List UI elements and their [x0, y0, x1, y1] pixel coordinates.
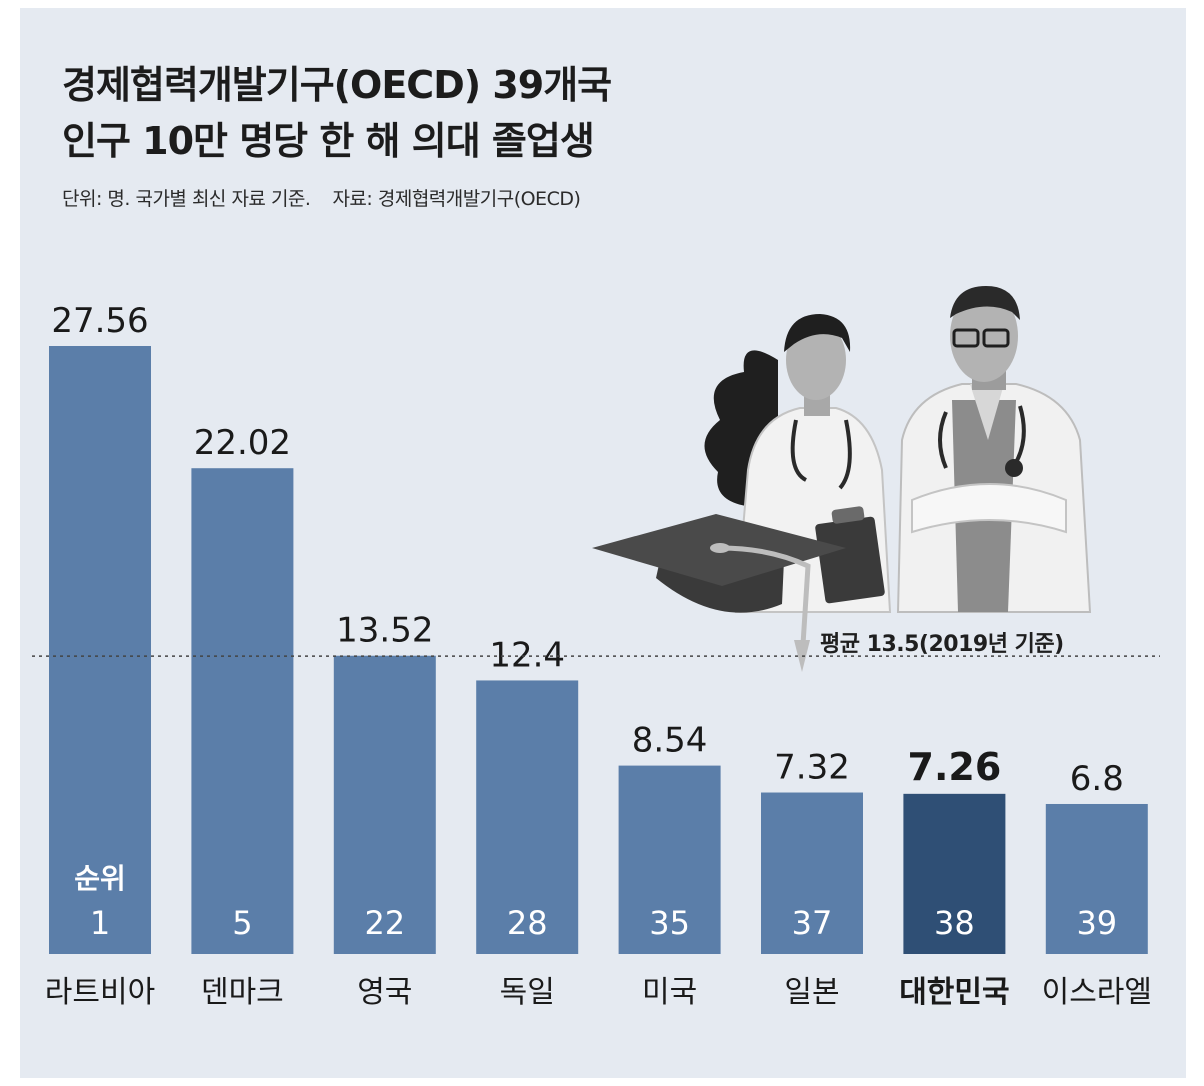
rank-label-3: 22 [364, 904, 405, 942]
rank-label-1: 1 [90, 904, 110, 942]
value-label-7: 7.26 [908, 745, 1002, 789]
title-line-1: 경제협력개발기구(OECD) 39개국 [62, 63, 612, 107]
category-label-8: 이스라엘 [1042, 975, 1152, 1010]
subtitle: 단위: 명. 국가별 최신 자료 기준. 자료: 경제협력개발기구(OECD) [62, 184, 581, 211]
rank-label-7: 38 [934, 904, 975, 942]
value-label-3: 13.52 [336, 611, 433, 651]
category-label-4: 독일 [500, 975, 555, 1010]
ranks-group: 1 5 22 28 35 37 38 39 [90, 904, 1117, 942]
graduation-cap-icon [592, 514, 846, 672]
rank-label-4: 28 [507, 904, 548, 942]
average-label: 평균 13.5(2019년 기준) [820, 632, 1064, 657]
category-label-5: 미국 [642, 975, 697, 1010]
rank-label-2: 5 [232, 904, 252, 942]
category-label-6: 일본 [784, 975, 839, 1010]
category-label-2: 덴마크 [201, 975, 284, 1010]
category-label-7: 대한민국 [899, 975, 1009, 1010]
bar-4 [476, 680, 579, 954]
rank-label-8: 39 [1076, 904, 1117, 942]
value-label-5: 8.54 [632, 721, 708, 761]
value-label-1: 27.56 [51, 301, 148, 341]
value-label-8: 6.8 [1070, 759, 1124, 799]
bar-6 [761, 792, 863, 954]
bar-5 [618, 765, 721, 954]
bar-8 [1045, 803, 1148, 954]
rank-caption: 순위 [74, 862, 126, 895]
value-label-6: 7.32 [774, 748, 850, 788]
bar-1 [49, 346, 151, 954]
category-label-3: 영국 [357, 975, 412, 1010]
rank-label-6: 37 [792, 904, 833, 942]
category-label-1: 라트비아 [45, 975, 155, 1010]
category-labels-group: 라트비아 덴마크 영국 독일 미국 일본 대한민국 이스라엘 [45, 975, 1152, 1010]
bar-2 [191, 468, 294, 954]
male-doctor-figure [896, 286, 1092, 613]
unit-note: 단위: 명. 국가별 최신 자료 기준. [62, 188, 311, 210]
female-doctor-figure [704, 314, 892, 613]
value-label-4: 12.4 [489, 635, 565, 675]
bar-3 [333, 655, 436, 954]
title-line-2: 인구 10만 명당 한 해 의대 졸업생 [62, 119, 595, 163]
rank-label-5: 35 [649, 904, 690, 942]
bar-7 [903, 793, 1006, 954]
doctors-graduation-cap-illustration [592, 286, 1092, 672]
bars-group [49, 346, 1148, 954]
source-note: 자료: 경제협력개발기구(OECD) [332, 188, 581, 210]
value-label-2: 22.02 [194, 423, 291, 463]
